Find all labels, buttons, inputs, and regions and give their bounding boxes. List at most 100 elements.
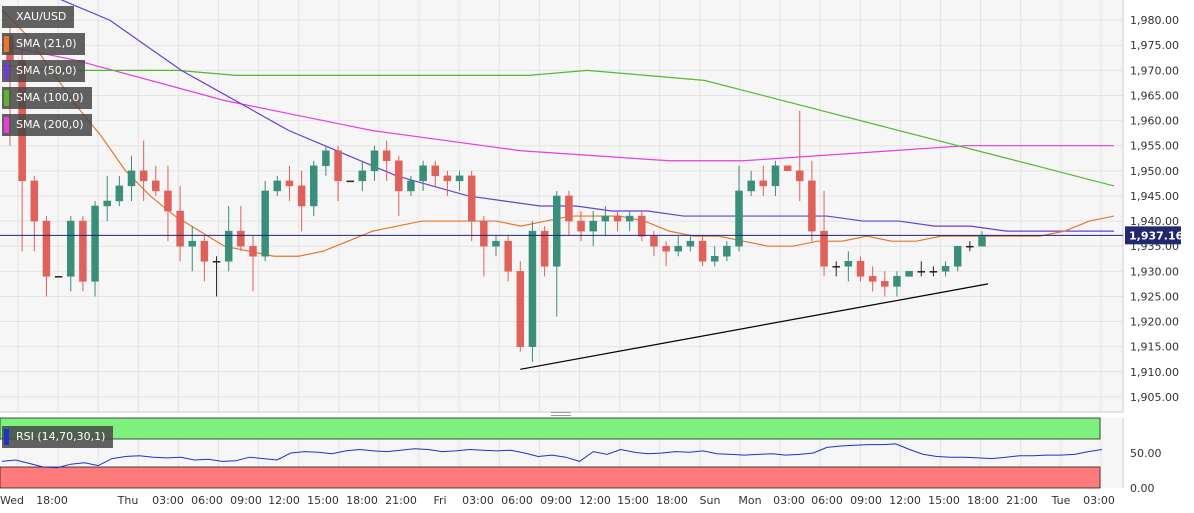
candle[interactable] bbox=[735, 165, 743, 252]
candle-body bbox=[868, 276, 877, 282]
candle[interactable] bbox=[164, 165, 172, 242]
candle[interactable] bbox=[771, 160, 780, 196]
candle[interactable] bbox=[42, 216, 51, 297]
candle[interactable] bbox=[334, 145, 342, 201]
candle[interactable] bbox=[881, 271, 889, 297]
candle[interactable] bbox=[188, 226, 196, 272]
candle[interactable] bbox=[844, 251, 853, 282]
candle[interactable] bbox=[941, 261, 950, 277]
candle[interactable] bbox=[310, 160, 318, 217]
legend-sma50[interactable]: SMA (50,0) bbox=[2, 60, 85, 82]
candle-body bbox=[747, 180, 755, 192]
candle[interactable] bbox=[577, 211, 585, 242]
candle[interactable] bbox=[103, 175, 111, 222]
candle-body bbox=[528, 230, 537, 347]
candle[interactable] bbox=[54, 276, 63, 278]
candle[interactable] bbox=[698, 236, 707, 267]
support-trendline[interactable] bbox=[520, 283, 989, 370]
candle[interactable] bbox=[601, 206, 610, 237]
candle-body bbox=[42, 220, 51, 277]
candle[interactable] bbox=[419, 160, 427, 191]
candle[interactable] bbox=[613, 211, 622, 232]
candle[interactable] bbox=[297, 170, 306, 232]
candle[interactable] bbox=[966, 241, 974, 252]
legend-sma200[interactable]: SMA (200,0) bbox=[2, 114, 92, 136]
legend-sma100[interactable]: SMA (100,0) bbox=[2, 87, 92, 109]
candle[interactable] bbox=[893, 271, 901, 297]
candle[interactable] bbox=[553, 190, 561, 317]
candle[interactable] bbox=[443, 170, 452, 196]
candle[interactable] bbox=[516, 261, 525, 352]
candle[interactable] bbox=[285, 165, 294, 201]
candle[interactable] bbox=[710, 246, 719, 267]
candle[interactable] bbox=[832, 261, 840, 277]
candle[interactable] bbox=[237, 206, 245, 252]
candle[interactable] bbox=[528, 221, 537, 362]
candle[interactable] bbox=[783, 165, 792, 172]
candle[interactable] bbox=[686, 236, 695, 252]
candle[interactable] bbox=[504, 236, 512, 282]
candle[interactable] bbox=[91, 200, 99, 297]
candle-body bbox=[310, 165, 318, 207]
candle[interactable] bbox=[370, 145, 379, 181]
candle[interactable] bbox=[127, 155, 136, 201]
candle[interactable] bbox=[856, 256, 865, 282]
candle[interactable] bbox=[212, 256, 221, 297]
rsi-y-tick-label: 50.00 bbox=[1130, 447, 1162, 460]
candle[interactable] bbox=[358, 160, 367, 191]
candle[interactable] bbox=[589, 211, 597, 247]
candle[interactable] bbox=[30, 175, 39, 252]
candle[interactable] bbox=[407, 175, 415, 196]
rsi-label[interactable]: RSI (14,70,30,1) bbox=[2, 426, 114, 448]
candle[interactable] bbox=[455, 170, 464, 191]
candle[interactable] bbox=[978, 231, 986, 247]
candle-body bbox=[565, 195, 573, 222]
candle[interactable] bbox=[929, 266, 938, 277]
candle-body bbox=[480, 220, 488, 247]
candle[interactable] bbox=[674, 236, 682, 257]
candle-body bbox=[710, 255, 719, 262]
candle-body bbox=[650, 235, 658, 247]
candle[interactable] bbox=[139, 140, 148, 201]
candle[interactable] bbox=[820, 190, 828, 277]
candle[interactable] bbox=[115, 175, 124, 206]
sma100-line bbox=[1, 64, 1115, 187]
x-tick-label: 03:00 bbox=[773, 494, 805, 507]
candle[interactable] bbox=[200, 236, 209, 282]
candle[interactable] bbox=[382, 140, 391, 181]
candle[interactable] bbox=[249, 236, 257, 292]
candle[interactable] bbox=[905, 271, 913, 277]
candle-body bbox=[54, 276, 63, 278]
candle[interactable] bbox=[625, 211, 634, 232]
candle[interactable] bbox=[224, 206, 233, 272]
candle[interactable] bbox=[395, 155, 403, 217]
candle[interactable] bbox=[152, 165, 160, 196]
candle[interactable] bbox=[176, 185, 184, 262]
candle[interactable] bbox=[273, 175, 282, 196]
candle[interactable] bbox=[79, 216, 87, 292]
candle[interactable] bbox=[796, 110, 804, 201]
candle[interactable] bbox=[492, 236, 500, 257]
candle[interactable] bbox=[953, 245, 962, 272]
candle[interactable] bbox=[759, 165, 768, 196]
candle[interactable] bbox=[431, 160, 439, 186]
candle[interactable] bbox=[808, 160, 816, 242]
candle-body bbox=[212, 261, 221, 263]
candle[interactable] bbox=[540, 226, 549, 277]
candle[interactable] bbox=[565, 190, 573, 237]
candle[interactable] bbox=[868, 266, 877, 292]
candle[interactable] bbox=[480, 216, 488, 277]
rsi-swatch bbox=[4, 429, 9, 445]
candle[interactable] bbox=[261, 180, 269, 262]
candle[interactable] bbox=[346, 180, 354, 183]
candle[interactable] bbox=[638, 211, 646, 242]
candle[interactable] bbox=[917, 261, 925, 277]
legend-sma21[interactable]: SMA (21,0) bbox=[2, 33, 85, 55]
candle[interactable] bbox=[723, 241, 731, 262]
candle[interactable] bbox=[67, 216, 75, 292]
candle[interactable] bbox=[322, 145, 330, 176]
candle[interactable] bbox=[467, 170, 476, 242]
candle[interactable] bbox=[747, 170, 755, 196]
candle[interactable] bbox=[662, 241, 670, 267]
